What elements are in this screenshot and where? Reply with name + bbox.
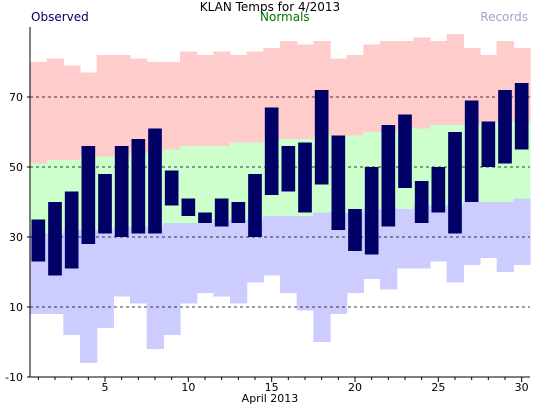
record-low-band — [96, 230, 114, 328]
observed-bar — [148, 128, 162, 234]
observed-bar — [281, 146, 296, 192]
record-low-band — [463, 202, 481, 265]
record-high-band — [30, 62, 48, 164]
observed-bar — [414, 181, 429, 223]
record-low-band — [113, 226, 131, 297]
record-low-band — [430, 205, 448, 262]
observed-bar — [48, 202, 62, 276]
chart-title: KLAN Temps for 4/2013 — [199, 0, 341, 14]
record-low-band — [330, 212, 348, 314]
observed-bar — [331, 135, 346, 230]
record-low-band — [180, 223, 198, 304]
observed-bar — [464, 100, 479, 202]
observed-bar — [398, 114, 412, 188]
record-low-band — [163, 223, 181, 335]
record-high-band — [196, 55, 214, 146]
observed-bar — [448, 132, 462, 234]
record-high-band — [346, 55, 364, 136]
observed-bar — [431, 167, 446, 213]
record-high-band — [96, 55, 114, 157]
record-low-band — [263, 216, 281, 276]
normal-band — [346, 135, 364, 213]
observed-bar — [514, 83, 529, 150]
y-tick-label: 10 — [9, 301, 23, 314]
observed-bar — [31, 219, 46, 262]
record-high-band — [130, 58, 148, 153]
observed-bar — [248, 174, 262, 237]
record-high-band — [430, 41, 448, 125]
observed-bar — [131, 139, 146, 234]
observed-bar — [214, 198, 229, 227]
record-high-band — [246, 51, 264, 143]
x-tick-label: 30 — [515, 381, 529, 394]
record-high-band — [63, 65, 81, 160]
record-low-band — [213, 219, 231, 297]
record-high-band — [46, 58, 64, 160]
record-high-band — [480, 55, 498, 122]
record-high-band — [413, 37, 431, 129]
y-tick-label: -10 — [5, 371, 23, 384]
observed-bar — [114, 146, 129, 237]
legend-records: Records — [480, 10, 528, 24]
x-tick-label: 15 — [265, 381, 279, 394]
record-low-band — [80, 230, 98, 363]
record-low-band — [480, 202, 498, 258]
record-low-band — [396, 209, 414, 269]
record-high-band — [163, 62, 181, 150]
record-low-band — [146, 226, 164, 349]
observed-bar — [381, 125, 396, 227]
x-tick-label: 25 — [431, 381, 445, 394]
observed-bar — [231, 202, 246, 223]
observed-bar — [198, 212, 212, 223]
record-high-band — [296, 44, 314, 139]
normal-band — [30, 163, 48, 234]
observed-bar — [364, 167, 379, 255]
record-high-band — [230, 55, 248, 143]
record-low-band — [280, 216, 298, 293]
record-high-band — [446, 34, 464, 125]
legend-observed: Observed — [31, 10, 89, 24]
record-high-band — [213, 51, 231, 146]
observed-bar — [81, 146, 96, 244]
observed-bar — [164, 170, 179, 206]
record-high-band — [380, 41, 398, 132]
record-low-band — [130, 226, 148, 304]
record-low-band — [196, 223, 214, 293]
y-tick-label: 30 — [9, 231, 23, 244]
record-low-band — [296, 216, 314, 311]
observed-bar — [181, 198, 196, 216]
record-high-band — [80, 72, 98, 157]
x-axis-label: April 2013 — [241, 392, 299, 405]
observed-bar — [498, 90, 512, 164]
observed-bar — [314, 90, 329, 185]
x-tick-label: 10 — [181, 381, 195, 394]
observed-bar — [481, 121, 496, 167]
normal-band — [196, 146, 214, 223]
y-tick-label: 70 — [9, 91, 23, 104]
normal-band — [230, 142, 248, 220]
x-tick-label: 5 — [102, 381, 109, 394]
y-tick-label: 50 — [9, 161, 23, 174]
record-low-band — [513, 198, 531, 265]
record-low-band — [380, 209, 398, 290]
observed-bar — [264, 107, 279, 195]
observed-bar — [298, 142, 312, 213]
record-high-band — [280, 41, 298, 139]
x-tick-label: 20 — [348, 381, 362, 394]
observed-bar — [348, 209, 362, 251]
record-high-band — [180, 51, 198, 146]
record-low-band — [230, 219, 248, 304]
observed-bar — [98, 174, 112, 234]
legend-normals: Normals — [260, 10, 310, 24]
record-high-band — [396, 41, 414, 129]
observed-bar — [64, 191, 79, 269]
record-low-band — [313, 212, 331, 342]
record-high-band — [113, 55, 131, 157]
record-high-band — [363, 44, 381, 132]
